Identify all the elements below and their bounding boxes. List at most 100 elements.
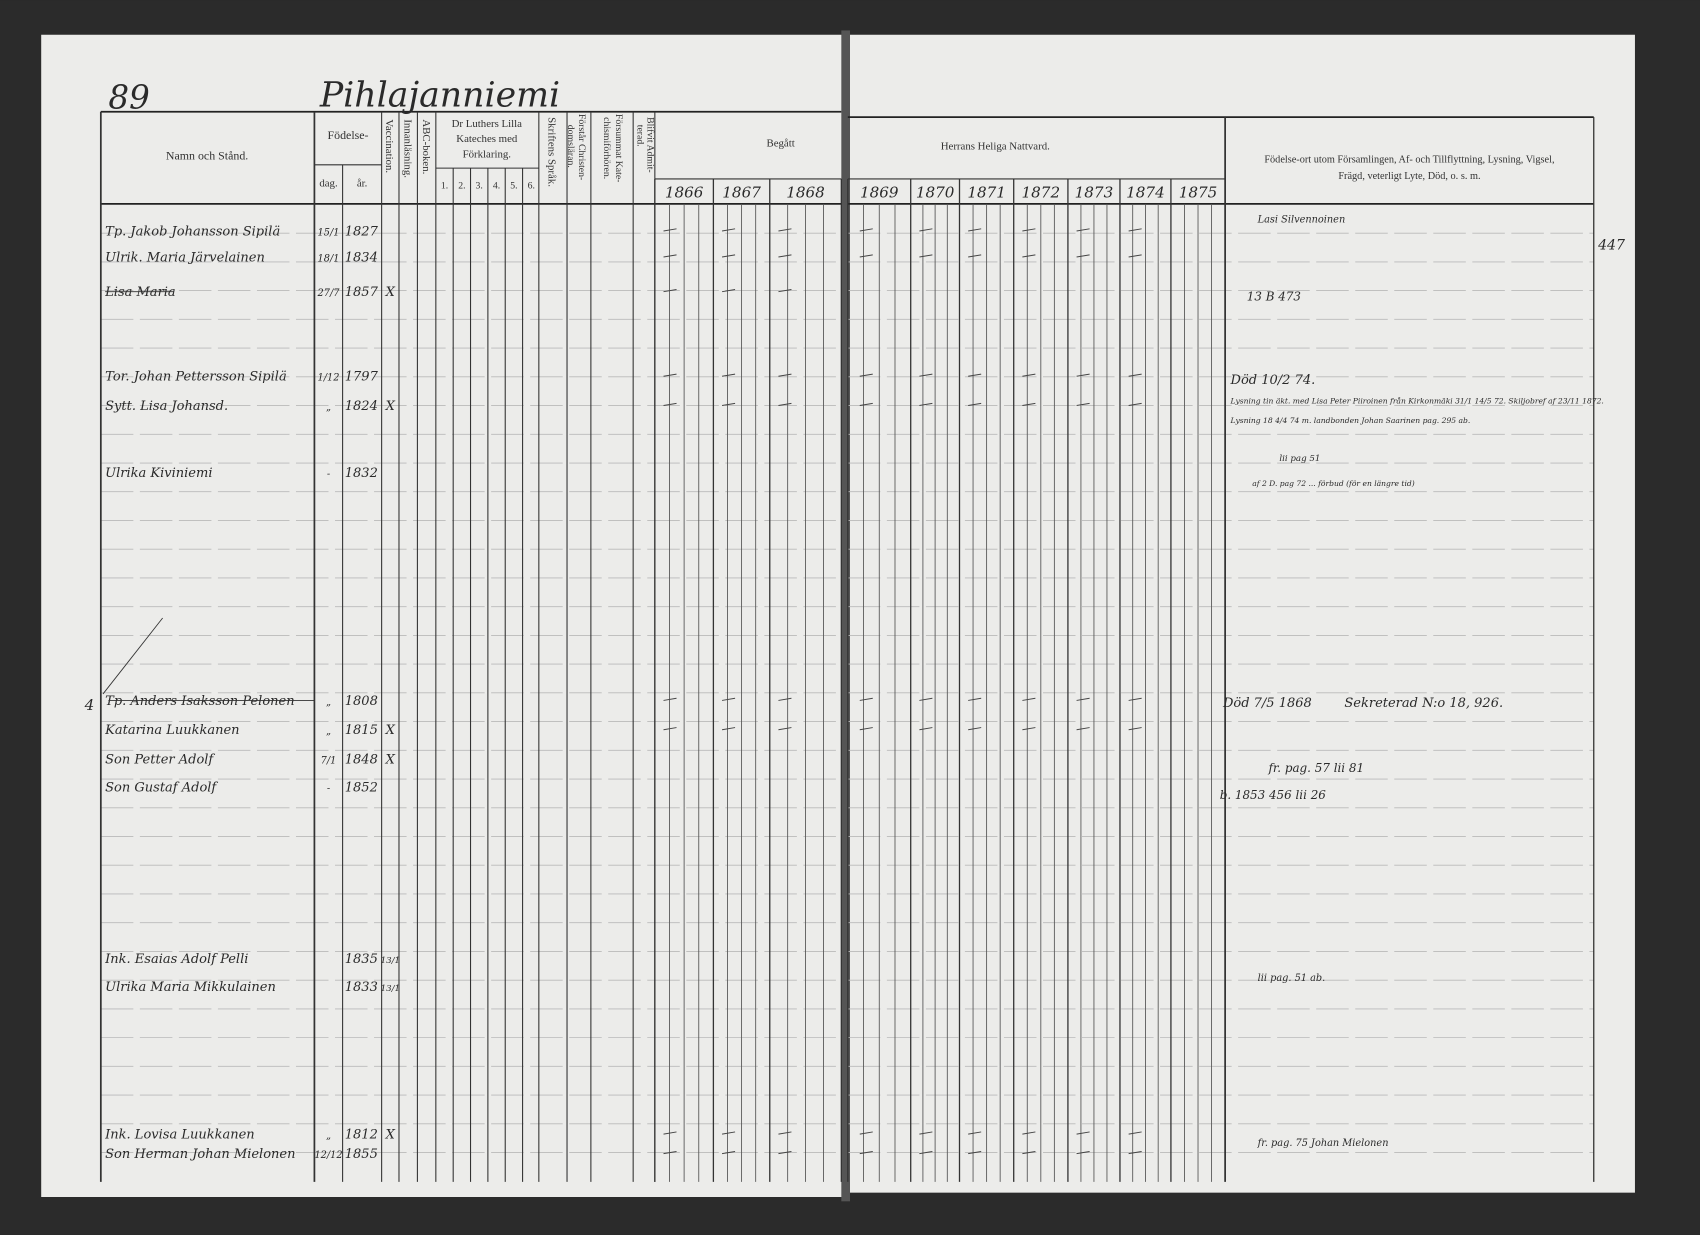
vaccination-mark: 13/1 xyxy=(381,956,400,966)
communion-mark xyxy=(968,1131,982,1135)
header-missed-1: Försummat Kate- xyxy=(613,114,624,183)
header-admitted-1: Blifvit Admit- xyxy=(644,117,655,173)
header-luther-part: 4. xyxy=(493,181,500,192)
header-abc: ABC-boken. xyxy=(420,119,432,174)
header-reading: Innanläsning. xyxy=(401,119,413,178)
header-birth-day: dag. xyxy=(319,178,337,190)
birth-year: 1827 xyxy=(345,224,379,239)
communion-mark xyxy=(1022,373,1036,377)
birth-year: 1797 xyxy=(345,370,379,385)
register-row: Ulrika Kiviniemi - 1832 xyxy=(105,466,378,481)
communion-mark xyxy=(859,373,873,377)
person-name: Son Gustaf Adolf xyxy=(105,781,218,796)
communion-mark xyxy=(1022,727,1036,731)
communion-mark xyxy=(1128,1150,1142,1155)
birth-day: 15/1 xyxy=(318,227,340,238)
register-row: Ulrika Maria Mikkulainen 1833 13/1 xyxy=(105,980,400,995)
vaccination-mark: X xyxy=(385,399,396,414)
communion-mark xyxy=(1022,1131,1036,1135)
communion-mark xyxy=(859,697,873,701)
communion-mark xyxy=(919,373,933,377)
birth-year: 1808 xyxy=(345,694,378,709)
year-nattvard: 1874 xyxy=(1126,183,1165,201)
header-scripture: Skriftens Språk. xyxy=(546,117,558,187)
register-row: Sytt. Lisa Johansd. „ 1824 X xyxy=(105,399,1142,414)
header-luther-part: 5. xyxy=(510,181,517,192)
communion-mark xyxy=(721,727,736,731)
birth-year: 1812 xyxy=(345,1127,378,1142)
communion-mark xyxy=(663,727,677,731)
vaccination-mark: X xyxy=(385,1127,396,1142)
communion-mark xyxy=(1076,1131,1090,1135)
header-begatt: Begått xyxy=(766,137,794,149)
left-page xyxy=(41,34,844,1197)
register-row: Tp. Anders Isaksson Pelonen „ 1808 xyxy=(105,694,1142,709)
birth-year: 1824 xyxy=(345,399,378,414)
header-luther-part: 2. xyxy=(458,181,465,192)
remark-note: Död 10/2 74. xyxy=(1230,373,1316,388)
communion-mark xyxy=(919,254,933,258)
birth-year: 1848 xyxy=(345,752,378,767)
communion-mark xyxy=(663,373,677,377)
communion-mark xyxy=(778,697,792,701)
register-row: Lisa Maria 27/7 1857 X xyxy=(104,285,792,300)
birth-year: 1855 xyxy=(345,1147,378,1162)
communion-mark xyxy=(968,373,982,377)
header-remarks-2: Frägd, veterligt Lyte, Död, o. s. m. xyxy=(1338,171,1480,182)
communion-mark xyxy=(778,727,792,731)
communion-mark xyxy=(919,228,933,232)
birth-day: „ xyxy=(326,726,331,737)
communion-mark xyxy=(859,402,873,407)
communion-mark xyxy=(968,697,982,701)
place-name: Pihlajanniemi xyxy=(319,75,560,115)
register-row: Son Gustaf Adolf - 1852 xyxy=(105,781,378,796)
communion-mark xyxy=(1022,1150,1036,1155)
person-name: Ink. Lovisa Luukkanen xyxy=(104,1127,255,1142)
person-name: Son Petter Adolf xyxy=(105,752,215,767)
vaccination-mark: X xyxy=(385,752,396,767)
communion-mark xyxy=(663,1150,677,1155)
margin-number: 447 xyxy=(1597,237,1625,253)
communion-mark xyxy=(1128,228,1142,232)
remark-note: fr. pag. 75 Johan Mielonen xyxy=(1257,1138,1389,1149)
person-name: Ulrika Kiviniemi xyxy=(105,466,212,481)
birth-day: „ xyxy=(326,1130,331,1141)
vaccination-mark: 13/1 xyxy=(381,984,400,994)
header-birth-year: år. xyxy=(357,178,368,190)
right-page xyxy=(847,34,1635,1193)
communion-mark xyxy=(1128,254,1142,258)
year-nattvard: 1869 xyxy=(860,183,899,201)
communion-mark xyxy=(1076,228,1090,232)
person-name: Ink. Esaias Adolf Pelli xyxy=(104,952,248,967)
header-luther-part: 1. xyxy=(441,181,448,192)
birth-year: 1835 xyxy=(345,952,378,967)
register-row: Ink. Lovisa Luukkanen „ 1812 X xyxy=(104,1127,1142,1142)
birth-year: 1857 xyxy=(345,285,379,300)
communion-mark xyxy=(1022,254,1036,258)
birth-day: 7/1 xyxy=(321,755,337,766)
register-row: Ink. Esaias Adolf Pelli 1835 13/1 xyxy=(104,952,400,967)
person-name: Tp. Jakob Johansson Sipilä xyxy=(105,224,280,239)
header-luther-part: 3. xyxy=(476,181,483,192)
communion-mark xyxy=(919,1131,933,1135)
birth-year: 1815 xyxy=(345,723,378,738)
birth-year: 1834 xyxy=(345,250,378,265)
header-luther-2: Kateches med xyxy=(456,133,518,145)
communion-mark xyxy=(1076,373,1090,377)
year-nattvard: 1875 xyxy=(1179,183,1218,201)
person-name: Tp. Anders Isaksson Pelonen xyxy=(105,694,294,709)
register-row: Katarina Luukkanen „ 1815 X xyxy=(104,723,1142,738)
birth-year: 1852 xyxy=(345,781,378,796)
communion-mark xyxy=(859,1131,873,1135)
communion-mark xyxy=(1076,1150,1090,1155)
diagonal-mark xyxy=(102,617,163,695)
communion-mark xyxy=(968,402,982,407)
birth-day: - xyxy=(327,784,330,795)
year-nattvard: 1870 xyxy=(916,183,955,201)
communion-mark xyxy=(778,289,792,293)
communion-mark xyxy=(1128,373,1142,377)
communion-mark xyxy=(1076,254,1090,258)
remark-note: Sekreterad N:o 18, 926. xyxy=(1344,696,1503,711)
communion-mark xyxy=(1128,1131,1142,1135)
